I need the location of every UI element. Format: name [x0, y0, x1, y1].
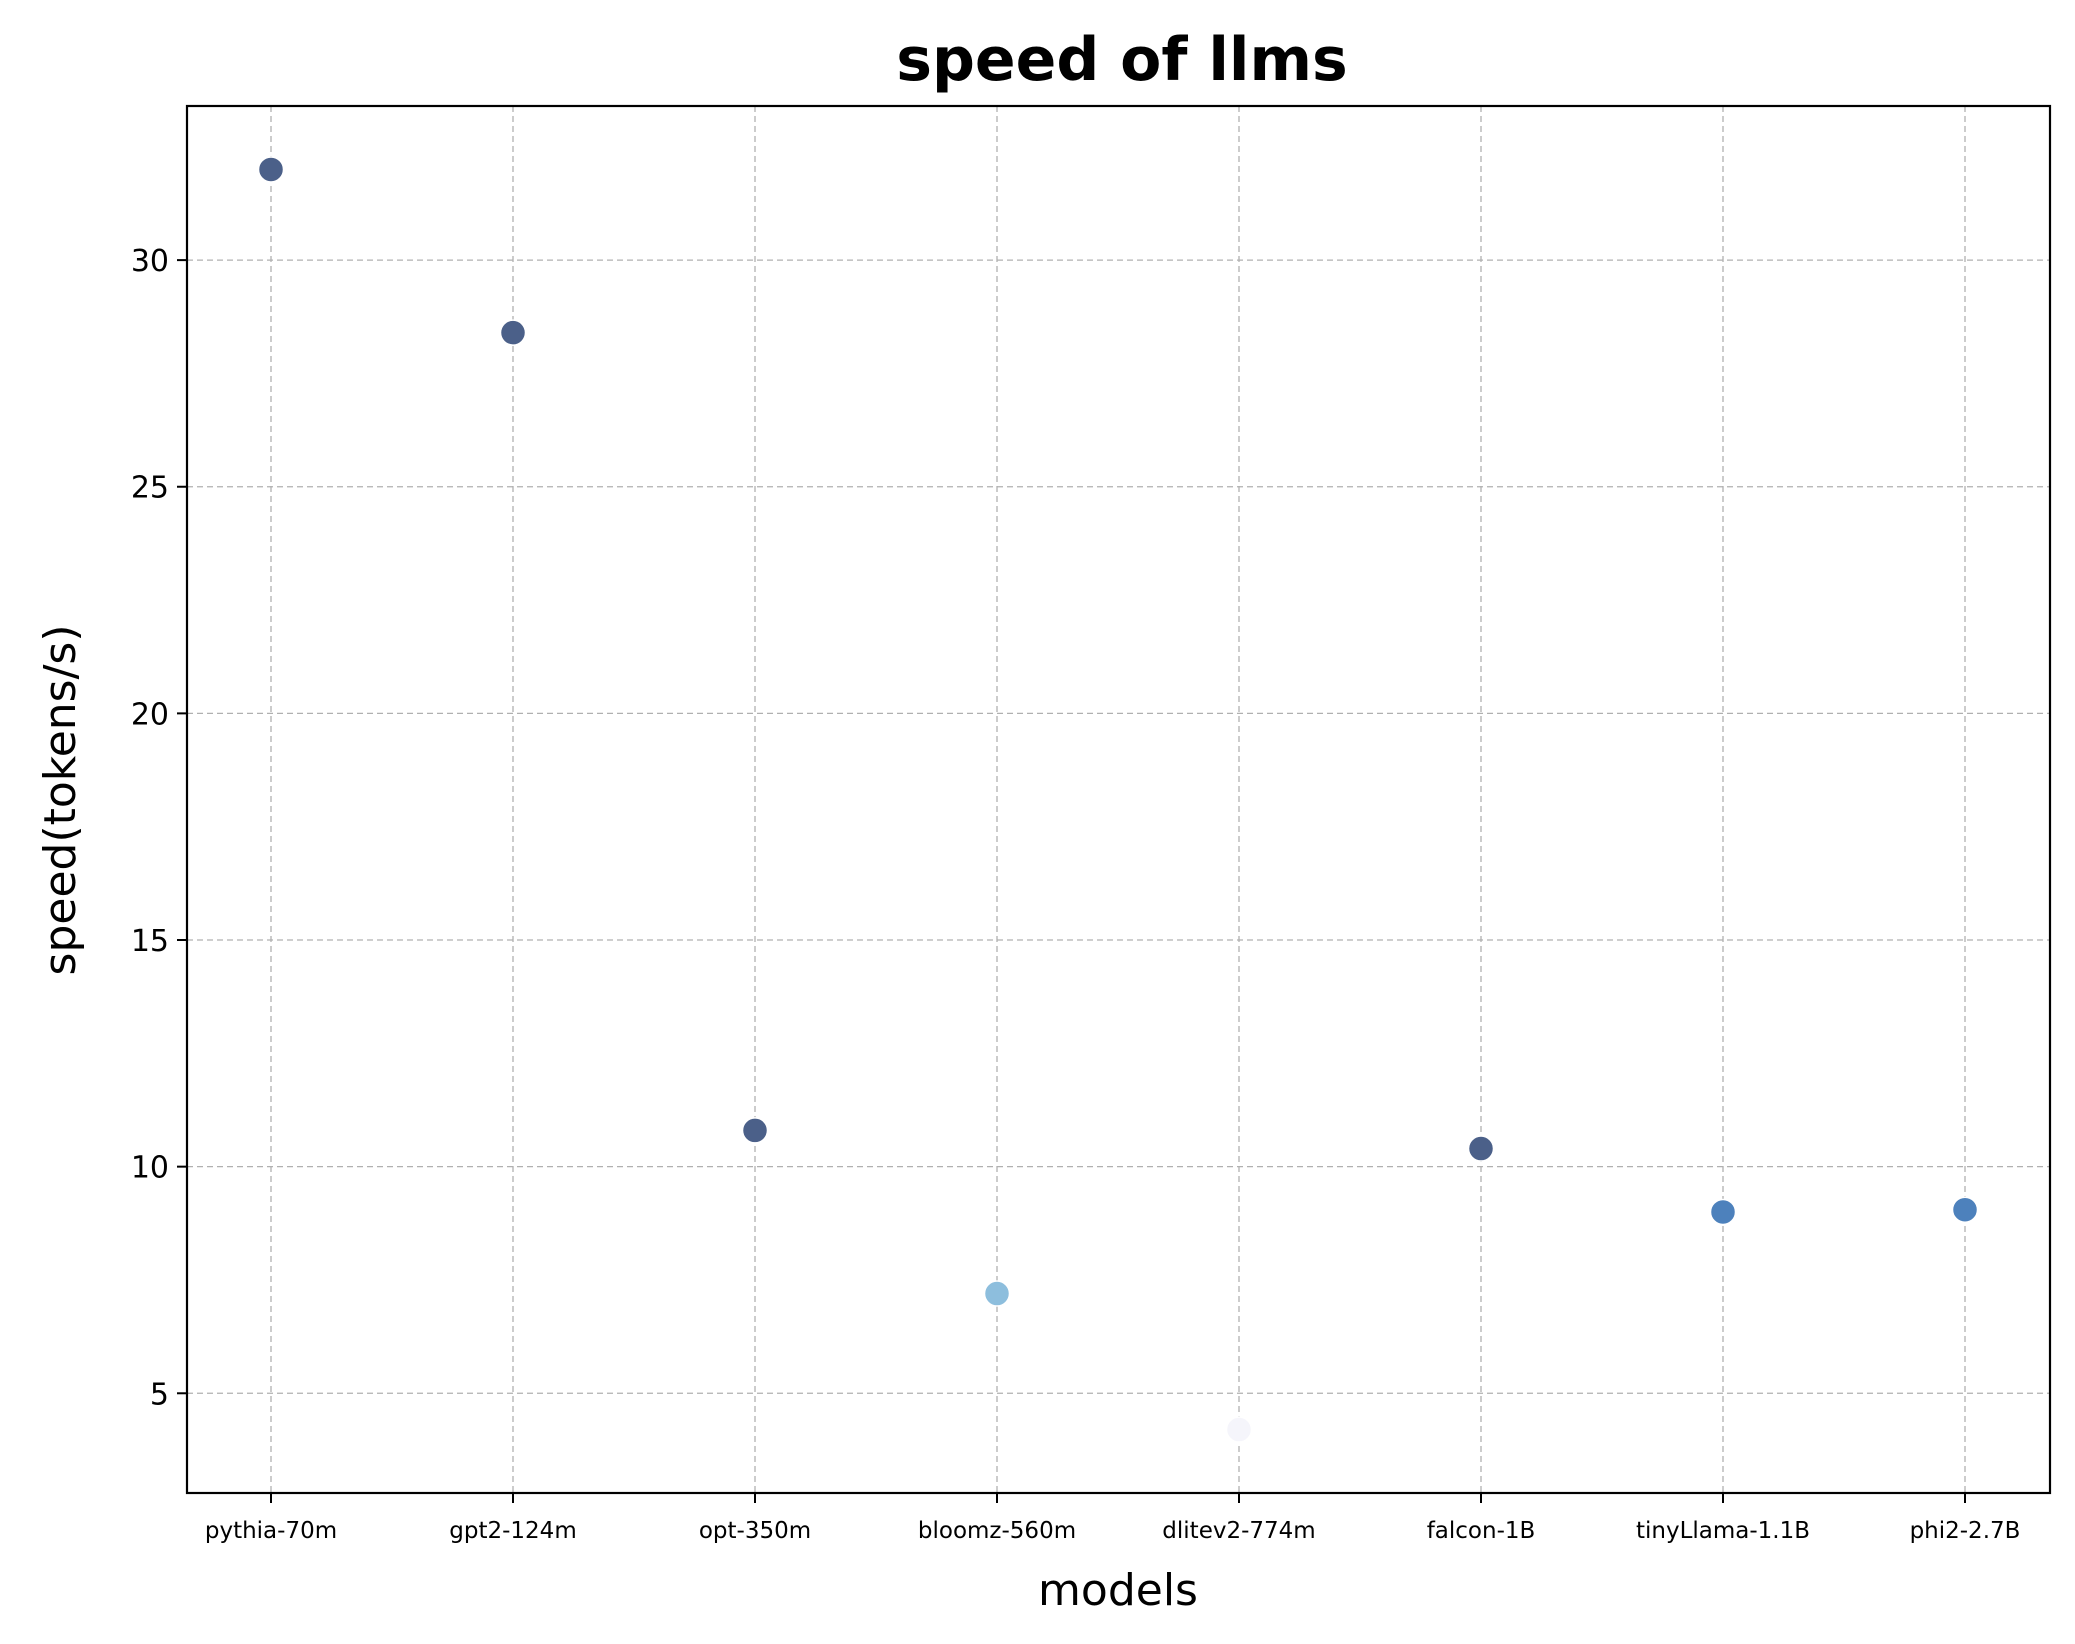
- data-point-tinyLlama-1.1B: [1709, 1198, 1737, 1226]
- x-axis-label: models: [1038, 1565, 1198, 1616]
- y-tick-label: 20: [131, 697, 169, 732]
- data-point-gpt2-124m: [499, 319, 527, 346]
- grid: [187, 106, 2050, 1493]
- y-tick-label: 25: [131, 471, 169, 506]
- data-point-falcon-1B: [1467, 1135, 1495, 1162]
- x-tick-label: tinyLlama-1.1B: [1636, 1518, 1810, 1544]
- data-point-opt-350m: [741, 1117, 769, 1144]
- data-point-dlitev2-774m: [1225, 1416, 1253, 1443]
- y-tick-label: 5: [150, 1377, 169, 1412]
- y-axis-label: speed(tokens/s): [35, 625, 86, 976]
- chart-title: speed of llms: [896, 25, 1347, 95]
- x-tick-label: gpt2-124m: [449, 1518, 576, 1544]
- y-tick-label: 30: [131, 244, 169, 279]
- y-tick-label: 15: [131, 924, 169, 959]
- x-tick-label: falcon-1B: [1427, 1518, 1536, 1544]
- y-axis-ticks: 5 10 15 20 25 30: [131, 244, 187, 1412]
- data-point-bloomz-560m: [983, 1280, 1011, 1307]
- y-tick-label: 10: [131, 1151, 169, 1186]
- data-points: [257, 156, 1979, 1443]
- x-tick-label: dlitev2-774m: [1162, 1518, 1315, 1544]
- plot-frame: [185, 104, 2052, 1495]
- x-tick-label: opt-350m: [699, 1518, 811, 1544]
- x-tick-label: bloomz-560m: [918, 1518, 1076, 1544]
- x-tick-label: phi2-2.7B: [1910, 1518, 2021, 1544]
- x-tick-label: pythia-70m: [205, 1518, 337, 1544]
- data-point-pythia-70m: [257, 156, 285, 183]
- data-point-phi2-2.7B: [1951, 1196, 1979, 1223]
- x-axis-ticks: pythia-70m gpt2-124m opt-350m bloomz-560m dl…: [205, 1493, 2021, 1544]
